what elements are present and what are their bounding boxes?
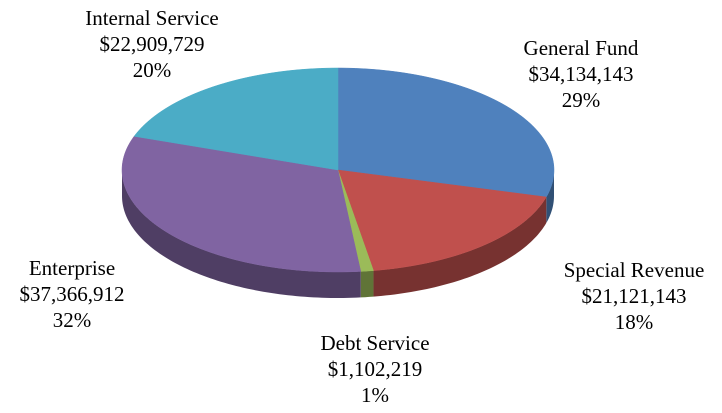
slice-label: General Fund bbox=[524, 36, 639, 60]
slice-value-label: $34,134,143 bbox=[529, 62, 634, 86]
slice bbox=[337, 169, 547, 271]
slice-percent-label: 1% bbox=[361, 383, 389, 407]
slice-percent-label: 32% bbox=[53, 308, 92, 332]
slice-value-label: $22,909,729 bbox=[100, 32, 205, 56]
slice-side bbox=[373, 197, 547, 297]
slice-percent-label: 20% bbox=[133, 58, 172, 82]
slice-side bbox=[360, 270, 374, 298]
slice bbox=[337, 67, 555, 198]
slice-value-label: $21,121,143 bbox=[582, 284, 687, 308]
slice bbox=[133, 67, 339, 171]
slice-label: Internal Service bbox=[85, 6, 219, 30]
slice-side bbox=[122, 170, 361, 298]
slice-label: Debt Service bbox=[320, 331, 429, 355]
slice-value-label: $1,102,219 bbox=[328, 357, 423, 381]
slice bbox=[121, 136, 362, 273]
slice-percent-label: 18% bbox=[615, 310, 654, 334]
slice-percent-label: 29% bbox=[562, 88, 601, 112]
slice-value-label: $37,366,912 bbox=[20, 282, 125, 306]
slice-side bbox=[546, 170, 554, 224]
slice-label: Special Revenue bbox=[564, 258, 705, 282]
slice-label: Enterprise bbox=[29, 256, 115, 280]
